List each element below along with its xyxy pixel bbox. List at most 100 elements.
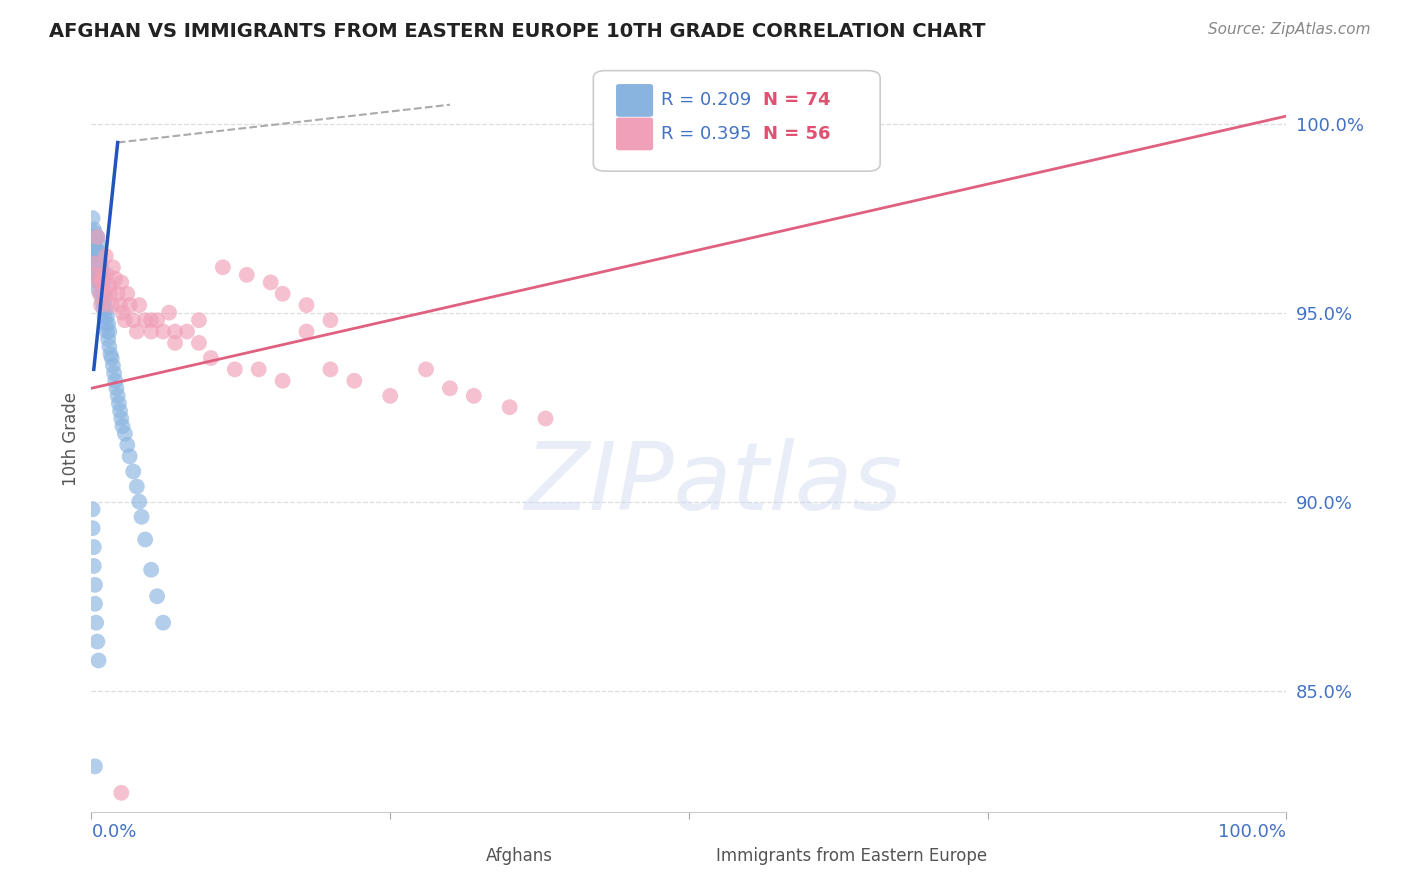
Point (128, 494, 150, 508)
Point (271, 286, 294, 301)
Point (83, 540, 105, 554)
Point (107, 286, 129, 301)
Point (83, 245, 105, 260)
Point (86, 230, 108, 244)
Point (83, 222, 105, 236)
Point (108, 396, 131, 410)
Point (235, 268, 259, 282)
Point (84, 260, 107, 275)
Point (163, 335, 186, 350)
Point (259, 276, 281, 290)
Point (141, 563, 162, 577)
Point (91, 294, 114, 309)
Point (98, 325, 121, 339)
Point (343, 374, 366, 388)
Point (93, 301, 114, 316)
Point (87, 276, 110, 290)
FancyBboxPatch shape (616, 84, 652, 117)
Point (108, 298, 131, 312)
FancyBboxPatch shape (593, 70, 880, 171)
Point (115, 438, 138, 452)
Point (84, 268, 107, 282)
Point (84, 597, 107, 611)
Point (146, 313, 169, 327)
Point (100, 351, 122, 365)
Point (295, 298, 318, 312)
Point (82, 211, 104, 226)
Point (415, 362, 437, 376)
Point (83, 558, 105, 573)
Point (125, 325, 148, 339)
Point (200, 351, 222, 365)
Point (187, 335, 211, 350)
Point (96, 325, 118, 339)
Point (176, 325, 198, 339)
Point (110, 276, 132, 290)
Point (128, 298, 150, 312)
Point (141, 325, 162, 339)
Point (111, 419, 134, 434)
Point (122, 313, 145, 327)
Point (247, 362, 270, 376)
Point (84, 256, 107, 270)
FancyBboxPatch shape (672, 844, 710, 868)
Point (87, 237, 110, 252)
Y-axis label: 10th Grade: 10th Grade (62, 392, 80, 486)
Point (93, 276, 114, 290)
Point (98, 279, 121, 293)
Point (534, 411, 557, 425)
Point (82, 502, 104, 516)
Point (94, 317, 117, 331)
Text: R = 0.209: R = 0.209 (661, 91, 752, 110)
Point (91, 279, 114, 293)
Point (134, 533, 156, 547)
Point (94, 301, 117, 316)
Point (378, 389, 402, 403)
Point (101, 260, 124, 275)
Point (152, 325, 174, 339)
Point (84, 256, 107, 270)
Point (118, 298, 141, 312)
Point (84, 226, 107, 240)
Point (91, 264, 114, 278)
Point (86, 260, 108, 275)
Point (107, 389, 129, 403)
Point (111, 306, 134, 320)
Point (84, 252, 107, 267)
Text: AFGHAN VS IMMIGRANTS FROM EASTERN EUROPE 10TH GRADE CORRELATION CHART: AFGHAN VS IMMIGRANTS FROM EASTERN EUROPE… (49, 22, 986, 41)
Point (115, 286, 138, 301)
Point (118, 450, 141, 464)
Point (84, 241, 107, 255)
Point (84, 759, 107, 773)
Point (295, 325, 318, 339)
Point (89, 245, 111, 260)
Point (84, 578, 107, 592)
Point (96, 310, 118, 324)
Point (187, 313, 211, 327)
Point (101, 359, 124, 373)
Point (224, 362, 246, 376)
Point (110, 411, 132, 425)
Point (211, 260, 233, 275)
Point (100, 286, 122, 301)
Point (82, 521, 104, 535)
Point (87, 653, 110, 667)
Point (84, 245, 107, 260)
Text: 100.0%: 100.0% (1219, 823, 1286, 841)
Text: Source: ZipAtlas.com: Source: ZipAtlas.com (1208, 22, 1371, 37)
Point (108, 404, 131, 418)
Point (319, 313, 342, 327)
FancyBboxPatch shape (616, 118, 652, 151)
Text: R = 0.395: R = 0.395 (661, 125, 752, 143)
Point (97, 332, 120, 346)
Point (84, 268, 107, 282)
Point (90, 286, 112, 301)
Point (163, 325, 186, 339)
Point (94, 249, 117, 263)
Point (87, 252, 110, 267)
Point (122, 465, 145, 479)
FancyBboxPatch shape (441, 844, 479, 868)
Point (86, 230, 108, 244)
Point (89, 286, 111, 301)
Point (89, 260, 111, 275)
